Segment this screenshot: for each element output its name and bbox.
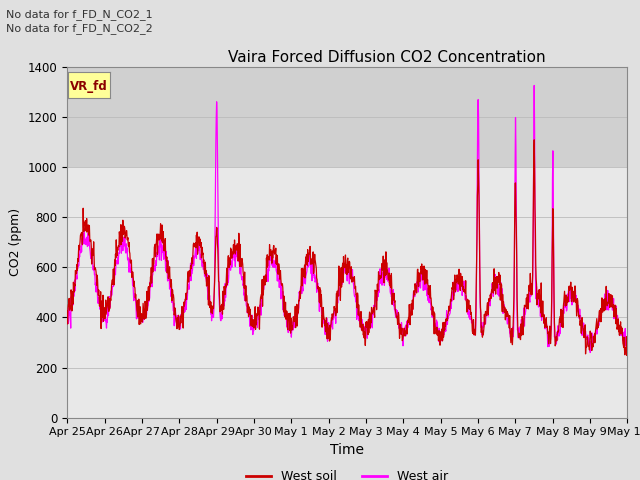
Bar <box>67 67 627 168</box>
Legend: West soil, West air: West soil, West air <box>241 466 453 480</box>
Y-axis label: CO2 (ppm): CO2 (ppm) <box>9 208 22 276</box>
Title: Vaira Forced Diffusion CO2 Concentration: Vaira Forced Diffusion CO2 Concentration <box>228 49 545 65</box>
Text: VR_fd: VR_fd <box>70 80 108 93</box>
X-axis label: Time: Time <box>330 443 364 457</box>
Text: No data for f_FD_N_CO2_2: No data for f_FD_N_CO2_2 <box>6 23 153 34</box>
Text: No data for f_FD_N_CO2_1: No data for f_FD_N_CO2_1 <box>6 9 153 20</box>
